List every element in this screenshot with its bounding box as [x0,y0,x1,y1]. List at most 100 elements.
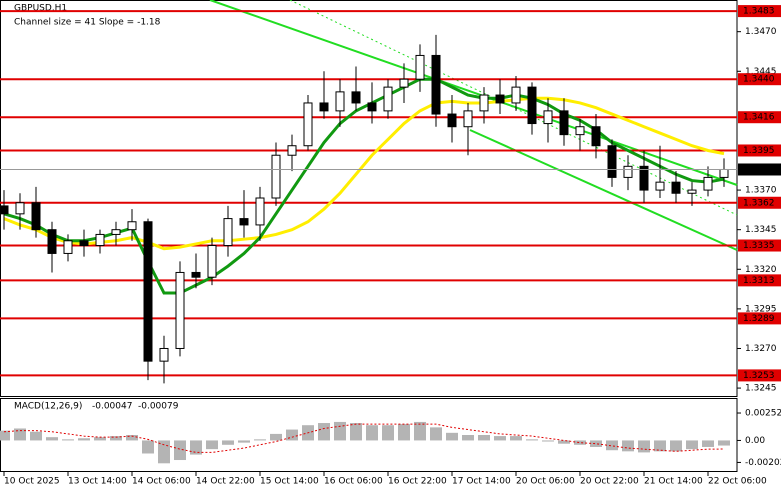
macd-bar [14,428,26,441]
price-panel-frame [0,0,738,397]
candle-body [239,218,249,226]
level-label: 1.3395 [743,146,775,156]
macd-bar [110,436,122,441]
level-label: 1.3335 [743,241,775,251]
candle-body [159,347,169,362]
macd-bar [590,440,602,447]
candle-body [15,202,25,215]
macd-bar [158,440,170,464]
moving-average [3,77,725,295]
candle-body [575,126,585,136]
macd-bar [526,439,538,441]
level-label-box [738,312,781,325]
current-price-box [738,163,781,176]
macd-bar [638,440,650,453]
level-label: 1.3289 [743,314,775,324]
macd-tick-label: -0.00202 [745,458,781,468]
candle-body [143,221,153,362]
macd-bar [126,435,138,441]
candle-body [527,86,537,125]
macd-signal-value: -0.00079 [138,402,179,412]
candle-body [175,271,185,349]
level-label-box [738,196,781,209]
macd-bar [670,440,682,452]
macd-bar [318,423,330,441]
candle-body [719,168,729,178]
macd-bar [574,440,586,445]
macd-bar [334,421,346,441]
candle-body [639,165,649,191]
x-tick-label: 10 Oct 2025 [4,477,60,487]
candle-body [111,229,121,235]
y-tick-label: 1.3345 [745,225,777,235]
y-tick-label: 1.3370 [745,186,777,196]
candle-body [287,145,297,156]
level-label-box [738,239,781,252]
candle-body [367,102,377,112]
candle-body [127,221,137,231]
macd-bar [62,439,74,441]
macd-bar [238,440,250,443]
macd-bar [718,440,730,446]
macd-bar [542,440,554,442]
level-label-box [738,73,781,86]
y-tick-label: 1.3320 [745,265,777,275]
macd-bar [222,440,234,445]
macd-bar [446,432,458,441]
candle-body [479,94,489,112]
y-tick-label: 1.3270 [745,344,777,354]
candle-body [207,245,217,278]
candle-body [271,154,281,199]
symbol-title: GBPUSD,H1 [14,4,67,14]
candle-body [63,240,73,254]
macd-bar [654,440,666,452]
candle-body [687,189,697,194]
level-label: 1.3313 [743,276,775,286]
macd-bar [414,421,426,441]
macd-tick-label: 0.00252 [745,409,781,419]
macd-bar [398,424,410,441]
x-tick-label: 22 Oct 06:00 [708,477,767,487]
x-tick-label: 14 Oct 06:00 [132,477,191,487]
x-tick-label: 20 Oct 06:00 [516,477,575,487]
macd-tick-label: 0.00 [745,436,765,446]
x-tick-label: 15 Oct 14:00 [260,477,319,487]
macd-bar [686,440,698,450]
candle-body [607,145,617,178]
level-label: 1.3416 [743,113,775,123]
y-tick-label: 1.3245 [745,384,777,394]
macd-bar [350,423,362,441]
candle-body [351,91,361,104]
candle-body [255,197,265,226]
x-tick-label: 16 Oct 22:00 [388,477,447,487]
macd-bar [174,440,186,461]
candle-body [703,176,713,191]
candle-body [0,205,9,215]
level-label-box [738,274,781,287]
x-tick-label: 13 Oct 14:00 [68,477,127,487]
candle-body [623,165,633,178]
macd-bar [206,440,218,450]
macd-bar [478,435,490,441]
candle-body [191,271,201,278]
candle-body [495,94,505,104]
candle-body [463,110,473,128]
candle-body [303,102,313,147]
macd-bar [286,429,298,441]
candle-body [559,110,569,136]
candle-body [31,202,41,231]
candle-body [431,54,441,115]
candle-body [95,233,105,247]
macd-bar [462,435,474,441]
macd-bar [606,440,618,451]
candle-body [655,181,665,191]
current-price-label: 1.3383 [743,165,775,175]
candle-body [47,229,57,254]
channel-info: Channel size = 41 Slope = -1.18 [14,18,161,28]
y-tick-label: 1.3470 [745,27,777,37]
macd-value: -0.00047 [92,402,132,412]
y-tick-label: 1.3445 [745,67,777,77]
channel-upper [209,0,738,186]
candle-body [383,86,393,112]
